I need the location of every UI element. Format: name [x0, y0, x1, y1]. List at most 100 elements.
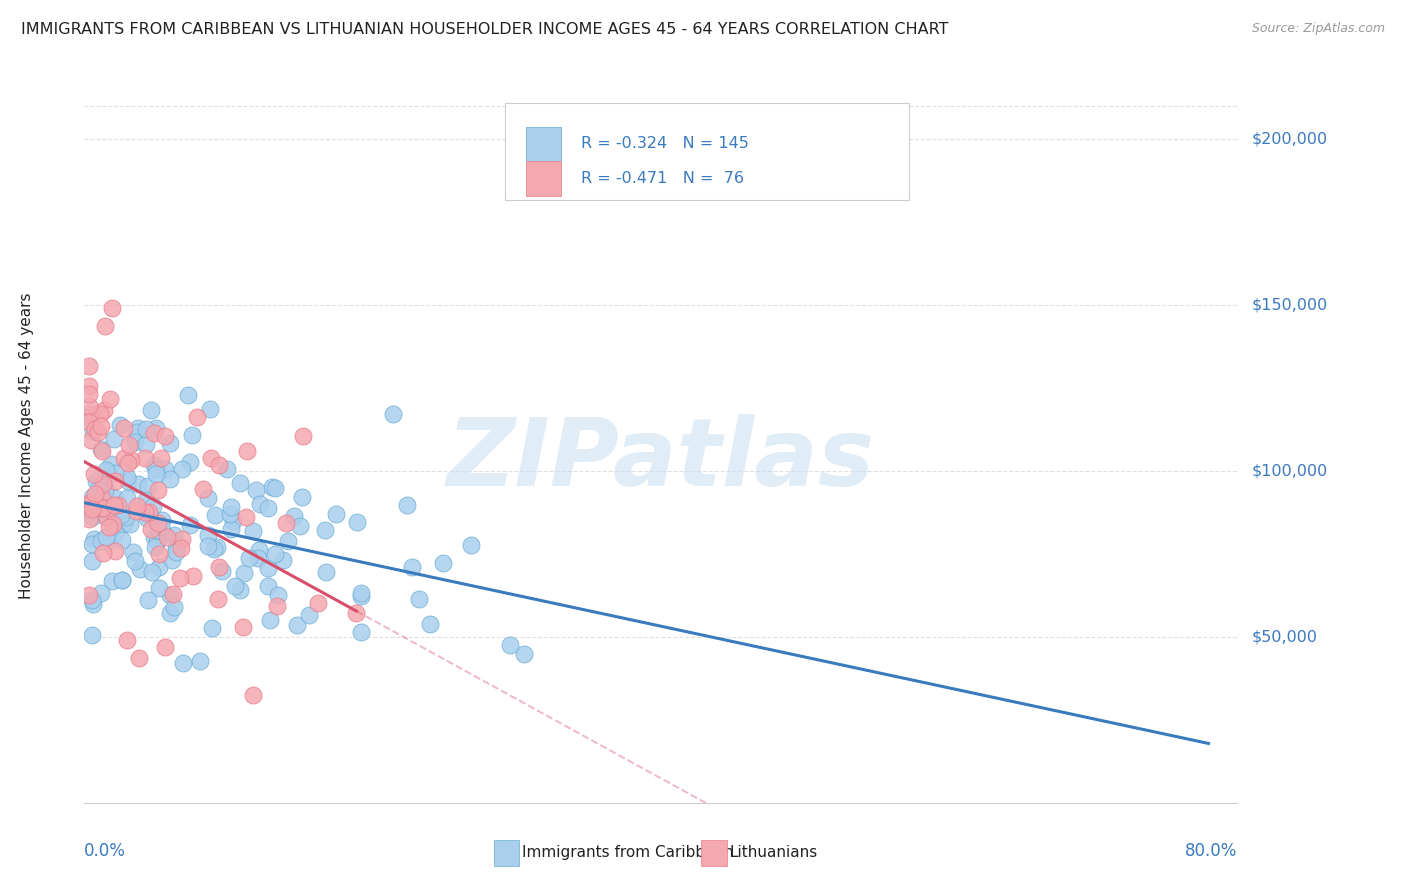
Point — [80, 501, 103, 516]
Point — [292, 429, 315, 443]
Point — [112, 450, 135, 465]
Bar — [526, 127, 561, 161]
Point — [118, 516, 141, 531]
Point — [91, 444, 114, 458]
Bar — [526, 161, 561, 195]
Point — [291, 490, 314, 504]
Point — [125, 504, 148, 518]
Point — [94, 509, 117, 524]
Point — [181, 428, 204, 442]
Point — [266, 599, 288, 613]
Point — [135, 422, 157, 436]
Point — [263, 547, 285, 561]
Point — [96, 535, 118, 549]
Point — [350, 625, 373, 640]
Point — [288, 519, 311, 533]
Point — [201, 621, 224, 635]
Point — [101, 574, 124, 589]
Point — [127, 477, 149, 491]
Point — [138, 505, 160, 519]
Point — [115, 470, 138, 484]
Point — [77, 512, 100, 526]
Point — [159, 472, 181, 486]
Point — [162, 587, 184, 601]
Point — [136, 511, 159, 525]
Point — [200, 451, 222, 466]
Point — [94, 463, 117, 477]
Point — [128, 651, 150, 665]
Point — [77, 379, 100, 393]
Point — [142, 425, 165, 440]
Point — [150, 451, 173, 466]
Point — [315, 565, 337, 579]
Point — [186, 409, 208, 424]
Point — [91, 500, 114, 515]
Point — [432, 556, 454, 570]
Point — [257, 578, 280, 592]
Point — [266, 588, 288, 602]
Point — [103, 432, 125, 446]
Point — [125, 425, 148, 440]
Point — [139, 522, 162, 536]
Point — [221, 514, 243, 528]
Point — [153, 527, 176, 541]
Point — [170, 532, 193, 546]
Point — [165, 541, 187, 555]
Point — [87, 425, 110, 440]
Point — [257, 501, 280, 516]
Point — [160, 553, 183, 567]
Point — [91, 476, 114, 491]
Point — [83, 487, 105, 501]
Bar — [505, 103, 908, 200]
Point — [122, 545, 145, 559]
Point — [89, 479, 111, 493]
Point — [224, 579, 246, 593]
Point — [153, 429, 176, 443]
Point — [205, 541, 228, 555]
Point — [127, 500, 149, 514]
Point — [107, 499, 129, 513]
Point — [80, 434, 103, 448]
Point — [103, 466, 125, 480]
Point — [98, 501, 121, 516]
Point — [124, 435, 146, 450]
Point — [110, 418, 132, 433]
Point — [139, 403, 162, 417]
Point — [104, 475, 127, 489]
Point — [142, 458, 165, 472]
Point — [89, 408, 111, 422]
Point — [77, 499, 100, 513]
Point — [90, 418, 112, 433]
Point — [134, 451, 156, 466]
Point — [191, 483, 214, 497]
Point — [245, 483, 267, 497]
Point — [350, 586, 373, 600]
Point — [100, 457, 122, 471]
Point — [77, 359, 100, 373]
Point — [350, 589, 373, 603]
Point — [136, 479, 159, 493]
Point — [156, 530, 179, 544]
Point — [135, 437, 157, 451]
Point — [163, 600, 186, 615]
Point — [499, 639, 522, 653]
Point — [110, 574, 132, 588]
Point — [143, 540, 166, 554]
Point — [142, 530, 165, 544]
Text: IMMIGRANTS FROM CARIBBEAN VS LITHUANIAN HOUSEHOLDER INCOME AGES 45 - 64 YEARS CO: IMMIGRANTS FROM CARIBBEAN VS LITHUANIAN … — [21, 22, 949, 37]
Point — [120, 453, 142, 467]
Point — [159, 606, 181, 620]
Point — [103, 498, 125, 512]
Point — [219, 507, 242, 521]
Point — [146, 533, 169, 548]
Point — [141, 565, 163, 579]
Point — [148, 547, 170, 561]
Point — [101, 301, 124, 315]
Point — [232, 620, 254, 634]
Point — [190, 654, 212, 668]
Point — [263, 481, 285, 495]
Point — [112, 421, 135, 435]
Point — [219, 500, 242, 514]
Point — [148, 560, 170, 574]
Point — [77, 399, 100, 413]
